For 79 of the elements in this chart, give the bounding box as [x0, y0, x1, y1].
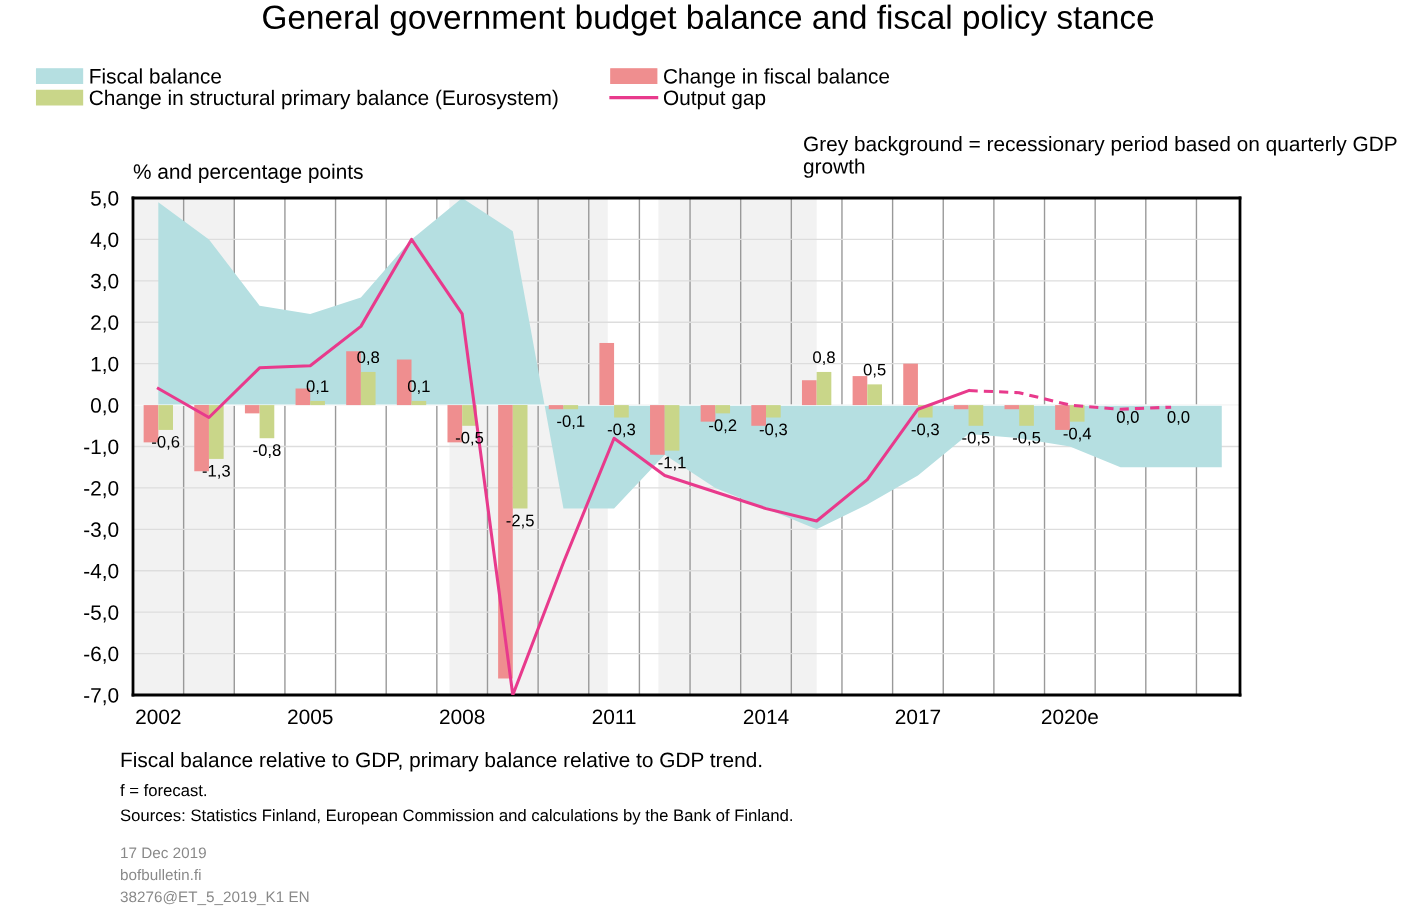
- bar: [548, 405, 564, 410]
- data-label: -0,3: [911, 423, 939, 438]
- legend-label: Change in structural primary balance (Eurosystem): [89, 89, 558, 110]
- bar: [852, 376, 868, 406]
- chart-title: General government budget balance and fiscal policy stance: [263, 4, 1154, 36]
- bar: [599, 342, 615, 406]
- data-label: 0,5: [863, 363, 886, 378]
- x-tick-label: 2002: [136, 709, 181, 725]
- bar: [512, 405, 528, 509]
- data-label: -0,5: [962, 431, 990, 446]
- bar: [563, 405, 579, 410]
- bar: [310, 400, 325, 406]
- y-tick-label: -2,0: [84, 480, 119, 499]
- data-label: 0,1: [407, 380, 430, 395]
- y-axis-title: % and percentage points: [133, 163, 363, 184]
- bar: [244, 405, 260, 414]
- y-tick-label: -4,0: [84, 563, 119, 581]
- text: bofbulletin.fi: [120, 869, 201, 881]
- y-tick-label: 1,0: [91, 356, 119, 374]
- bar: [614, 405, 629, 418]
- legend-label: Output gap: [663, 90, 766, 110]
- data-label: 0,8: [813, 351, 835, 366]
- bar: [411, 400, 427, 406]
- bar: [1004, 405, 1020, 410]
- bar: [816, 371, 832, 406]
- y-tick-label: 5,0: [90, 191, 119, 209]
- legend-label: Change in fiscal balance: [664, 68, 890, 88]
- y-tick-label: -6,0: [84, 646, 119, 664]
- text: 17 Dec 2019: [121, 847, 206, 859]
- bar: [158, 405, 174, 430]
- text: f = forecast.: [120, 784, 207, 797]
- data-label: 0,8: [357, 351, 380, 366]
- bar: [867, 384, 882, 406]
- text: Fiscal balance relative to GDP, primary balance relative to GDP trend.: [121, 752, 762, 772]
- bar: [664, 405, 680, 451]
- data-label: 0,0: [1116, 411, 1139, 425]
- data-label: -0,5: [1012, 431, 1041, 446]
- y-tick-label: 0,0: [90, 398, 119, 416]
- data-label: -0,2: [709, 419, 737, 434]
- y-tick-label: -3,0: [84, 522, 119, 540]
- y-tick-label: 3,0: [90, 273, 119, 292]
- x-tick-label: 2014: [743, 709, 789, 725]
- text: 38276@ET_5_2019_K1 EN: [120, 891, 309, 906]
- text: Grey background = recessionary period based on quarterly GDP growth: [803, 136, 1397, 178]
- y-tick-label: 2,0: [91, 315, 119, 333]
- bar: [360, 371, 376, 406]
- x-tick-label: 2011: [592, 709, 636, 725]
- data-label: -1,3: [202, 464, 230, 479]
- source-note: Sources: Statistics Finland, European Commission and calculations by the Bank of Finland.: [120, 809, 792, 825]
- data-label: 0,1: [306, 380, 329, 395]
- x-tick-label: 2008: [440, 709, 485, 725]
- x-tick-label: 2017: [895, 709, 941, 725]
- bar: [208, 405, 224, 459]
- bar: [968, 405, 984, 426]
- y-tick-label: -5,0: [84, 605, 119, 623]
- data-label: -0,4: [1063, 427, 1092, 442]
- bar: [1069, 405, 1085, 422]
- data-label: -0,3: [607, 423, 636, 438]
- bar: [766, 405, 781, 418]
- x-tick-label: 2005: [288, 709, 333, 725]
- bar: [259, 405, 275, 439]
- y-tick-label: -7,0: [84, 688, 119, 706]
- data-label: -0,8: [253, 444, 281, 458]
- data-label: -1,1: [658, 456, 686, 471]
- y-tick-label: -1,0: [84, 439, 119, 457]
- bar: [903, 363, 918, 406]
- legend-label: Fiscal balance: [90, 68, 221, 84]
- y-tick-label: 4,0: [90, 232, 119, 250]
- bar: [801, 380, 817, 406]
- data-label: 0,0: [1167, 411, 1190, 425]
- data-label: -0,6: [152, 435, 180, 450]
- bar: [1019, 405, 1034, 426]
- data-label: -0,1: [557, 415, 585, 429]
- bar: [715, 405, 731, 414]
- data-label: -2,5: [506, 514, 534, 529]
- bar: [953, 405, 969, 410]
- bar: [650, 405, 665, 455]
- data-label: -0,3: [759, 423, 787, 438]
- x-tick-label: 2020e: [1041, 709, 1098, 725]
